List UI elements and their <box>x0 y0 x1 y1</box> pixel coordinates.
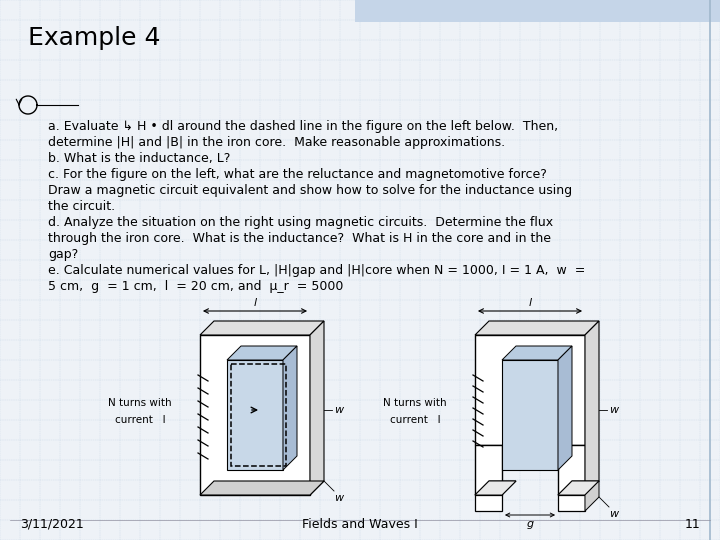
Text: c. For the figure on the left, what are the reluctance and magnetomotive force?: c. For the figure on the left, what are … <box>48 168 547 181</box>
Polygon shape <box>200 481 324 495</box>
Text: 5 cm,  g  = 1 cm,  l  = 20 cm, and  μ_r  = 5000: 5 cm, g = 1 cm, l = 20 cm, and μ_r = 500… <box>48 280 343 293</box>
Polygon shape <box>558 481 599 495</box>
Text: w: w <box>609 509 618 519</box>
Text: w: w <box>334 493 343 503</box>
Text: w: w <box>334 405 343 415</box>
Text: Fields and Waves I: Fields and Waves I <box>302 517 418 530</box>
Text: current   I: current I <box>114 415 166 425</box>
Bar <box>502 360 558 470</box>
Bar <box>475 335 585 445</box>
Polygon shape <box>585 321 599 495</box>
Text: Draw a magnetic circuit equivalent and show how to solve for the inductance usin: Draw a magnetic circuit equivalent and s… <box>48 184 572 197</box>
Bar <box>558 445 585 495</box>
Polygon shape <box>283 346 297 470</box>
Bar <box>231 364 286 466</box>
Text: current   I: current I <box>390 415 441 425</box>
Text: Example 4: Example 4 <box>28 26 161 50</box>
Text: gap?: gap? <box>48 248 78 261</box>
Text: w: w <box>609 405 618 415</box>
Text: N turns with: N turns with <box>108 398 172 408</box>
Polygon shape <box>502 346 572 360</box>
Text: l: l <box>253 298 256 308</box>
Text: determine |H| and |B| in the iron core.  Make reasonable approximations.: determine |H| and |B| in the iron core. … <box>48 136 505 149</box>
Bar <box>227 360 283 470</box>
Text: b. What is the inductance, L?: b. What is the inductance, L? <box>48 152 230 165</box>
Bar <box>475 445 502 495</box>
Bar <box>475 495 502 511</box>
Text: through the iron core.  What is the inductance?  What is H in the core and in th: through the iron core. What is the induc… <box>48 232 551 245</box>
Text: the circuit.: the circuit. <box>48 200 115 213</box>
Polygon shape <box>227 346 297 360</box>
Text: 3/11/2021: 3/11/2021 <box>20 517 84 530</box>
Bar <box>558 495 585 511</box>
Polygon shape <box>475 481 516 495</box>
Bar <box>355 0 720 22</box>
Text: l: l <box>528 298 531 308</box>
Bar <box>200 335 310 495</box>
Polygon shape <box>310 321 324 495</box>
Text: g: g <box>526 519 534 529</box>
Text: 11: 11 <box>684 517 700 530</box>
Text: d. Analyze the situation on the right using magnetic circuits.  Determine the fl: d. Analyze the situation on the right us… <box>48 216 553 229</box>
Polygon shape <box>558 481 599 495</box>
Text: N turns with: N turns with <box>383 398 447 408</box>
Polygon shape <box>585 481 599 511</box>
Polygon shape <box>200 321 324 335</box>
Text: a. Evaluate ↳ H • dl around the dashed line in the figure on the left below.  Th: a. Evaluate ↳ H • dl around the dashed l… <box>48 120 558 133</box>
Polygon shape <box>475 321 599 335</box>
Polygon shape <box>558 346 572 470</box>
Polygon shape <box>475 481 516 495</box>
Text: e. Calculate numerical values for L, |H|gap and |H|core when N = 1000, I = 1 A, : e. Calculate numerical values for L, |H|… <box>48 264 585 277</box>
